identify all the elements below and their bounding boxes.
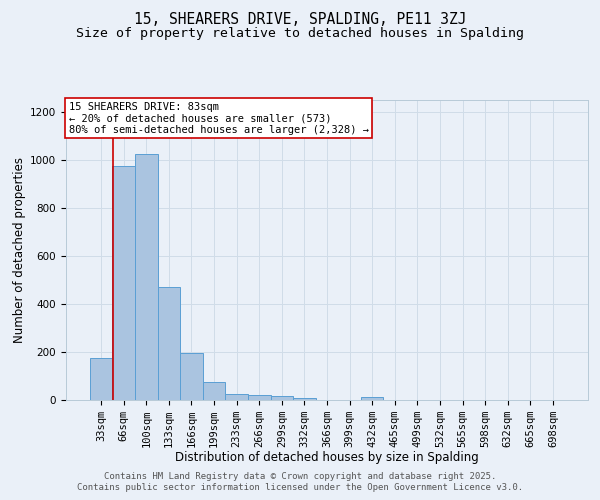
Text: 15 SHEARERS DRIVE: 83sqm
← 20% of detached houses are smaller (573)
80% of semi-: 15 SHEARERS DRIVE: 83sqm ← 20% of detach… — [68, 102, 368, 134]
Bar — [248, 395, 271, 400]
Bar — [361, 397, 383, 400]
Bar — [158, 287, 180, 400]
Bar — [90, 358, 112, 400]
Y-axis label: Number of detached properties: Number of detached properties — [13, 157, 26, 343]
Bar — [112, 166, 135, 400]
Bar — [180, 353, 203, 400]
Bar — [226, 394, 248, 400]
X-axis label: Distribution of detached houses by size in Spalding: Distribution of detached houses by size … — [175, 452, 479, 464]
Text: 15, SHEARERS DRIVE, SPALDING, PE11 3ZJ: 15, SHEARERS DRIVE, SPALDING, PE11 3ZJ — [134, 12, 466, 28]
Bar — [271, 396, 293, 400]
Bar — [135, 154, 158, 400]
Bar — [293, 398, 316, 400]
Text: Size of property relative to detached houses in Spalding: Size of property relative to detached ho… — [76, 28, 524, 40]
Bar — [203, 382, 226, 400]
Text: Contains HM Land Registry data © Crown copyright and database right 2025.
Contai: Contains HM Land Registry data © Crown c… — [77, 472, 523, 492]
